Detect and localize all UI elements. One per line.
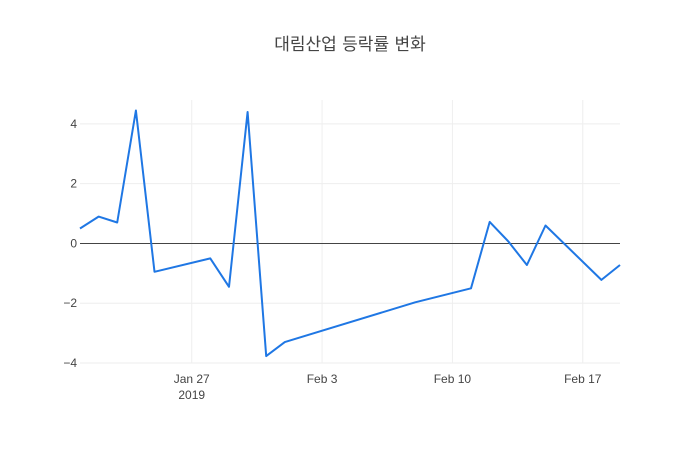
- data-point[interactable]: [521, 259, 533, 271]
- x-tick-label: Jan 27: [174, 372, 210, 386]
- x-tick-label: Feb 17: [564, 372, 602, 386]
- data-point[interactable]: [465, 282, 477, 294]
- series-layer: [74, 104, 626, 362]
- y-tick-label: −4: [63, 356, 77, 370]
- x-tick-sublabel: 2019: [178, 388, 205, 402]
- y-tick-label: −2: [63, 296, 77, 310]
- data-point[interactable]: [484, 216, 496, 228]
- data-point[interactable]: [223, 281, 235, 293]
- data-point[interactable]: [130, 104, 142, 116]
- y-tick-label: 2: [70, 177, 77, 191]
- data-point[interactable]: [409, 296, 421, 308]
- data-point[interactable]: [614, 259, 626, 271]
- data-point[interactable]: [93, 211, 105, 223]
- data-point[interactable]: [148, 266, 160, 278]
- series-line: [79, 109, 621, 358]
- data-point[interactable]: [502, 235, 514, 247]
- data-point[interactable]: [595, 274, 607, 286]
- data-point[interactable]: [279, 336, 291, 348]
- data-point[interactable]: [242, 106, 254, 118]
- x-tick-label: Feb 3: [307, 372, 338, 386]
- y-tick-label: 0: [70, 236, 77, 250]
- x-tick-label: Feb 10: [434, 372, 472, 386]
- data-point[interactable]: [260, 350, 272, 362]
- grid-layer: [80, 100, 620, 364]
- data-point[interactable]: [204, 252, 216, 264]
- y-tick-label: 4: [70, 117, 77, 131]
- chart-title: 대림산업 등락률 변화: [274, 35, 426, 55]
- data-point[interactable]: [74, 223, 86, 235]
- data-point[interactable]: [540, 220, 552, 232]
- data-point[interactable]: [111, 217, 123, 229]
- axis-layer: Jan 27 2019 Feb 3 Feb 10 Feb 17 4 2 0 −2 −4: [63, 117, 601, 402]
